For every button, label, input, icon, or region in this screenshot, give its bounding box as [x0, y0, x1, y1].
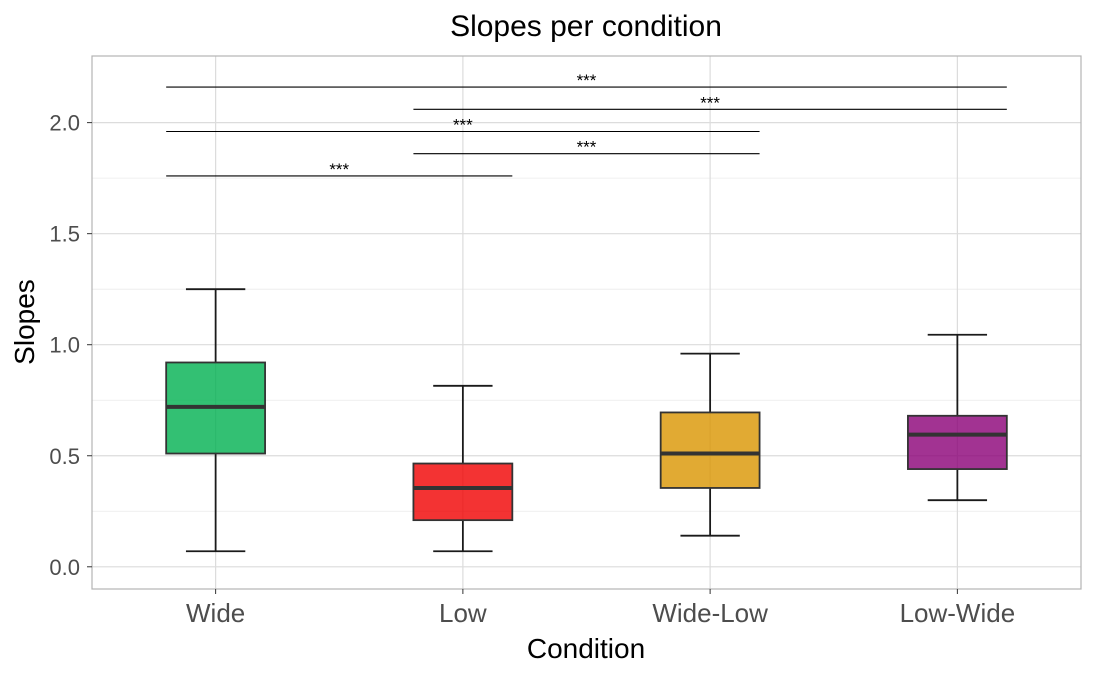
significance-brackets: *** *** *** *** *** — [166, 71, 1007, 179]
box-wide — [165, 288, 266, 553]
x-axis-ticks: Wide Low Wide-Low Low-Wide — [186, 589, 1015, 628]
plot-panel-border — [91, 55, 1082, 590]
significance-bracket: *** — [413, 93, 1007, 112]
x-tick-label: Wide-Low — [652, 598, 768, 628]
significance-bracket: *** — [166, 116, 760, 135]
box-iqr — [659, 411, 761, 489]
y-tick-label: 1.0 — [49, 333, 80, 358]
x-tick-label: Low-Wide — [900, 598, 1016, 628]
grid-lines — [92, 56, 1081, 589]
y-tick-label: 1.5 — [49, 222, 80, 247]
y-tick-label: 0.0 — [49, 555, 80, 580]
significance-label: *** — [329, 160, 349, 179]
significance-bracket: *** — [413, 138, 760, 157]
y-tick-label: 2.0 — [49, 111, 80, 136]
box-low — [412, 384, 514, 553]
significance-label: *** — [577, 138, 597, 157]
significance-label: *** — [453, 116, 473, 135]
boxes-group — [165, 288, 1008, 553]
x-tick-label: Wide — [186, 598, 245, 628]
y-axis-title: Slopes — [9, 279, 40, 365]
y-tick-label: 0.5 — [49, 444, 80, 469]
chart-title: Slopes per condition — [450, 10, 722, 43]
significance-label: *** — [700, 93, 720, 112]
x-axis-title: Condition — [527, 633, 645, 664]
significance-bracket: *** — [166, 160, 513, 179]
box-iqr — [412, 462, 514, 522]
significance-label: *** — [577, 71, 597, 90]
box-low-wide — [907, 333, 1008, 502]
significance-bracket: *** — [166, 71, 1007, 90]
x-tick-label: Low — [439, 598, 487, 628]
box-iqr — [907, 414, 1008, 470]
y-axis-ticks: 0.0 0.5 1.0 1.5 2.0 — [49, 111, 92, 580]
box-wide-low — [659, 352, 761, 537]
